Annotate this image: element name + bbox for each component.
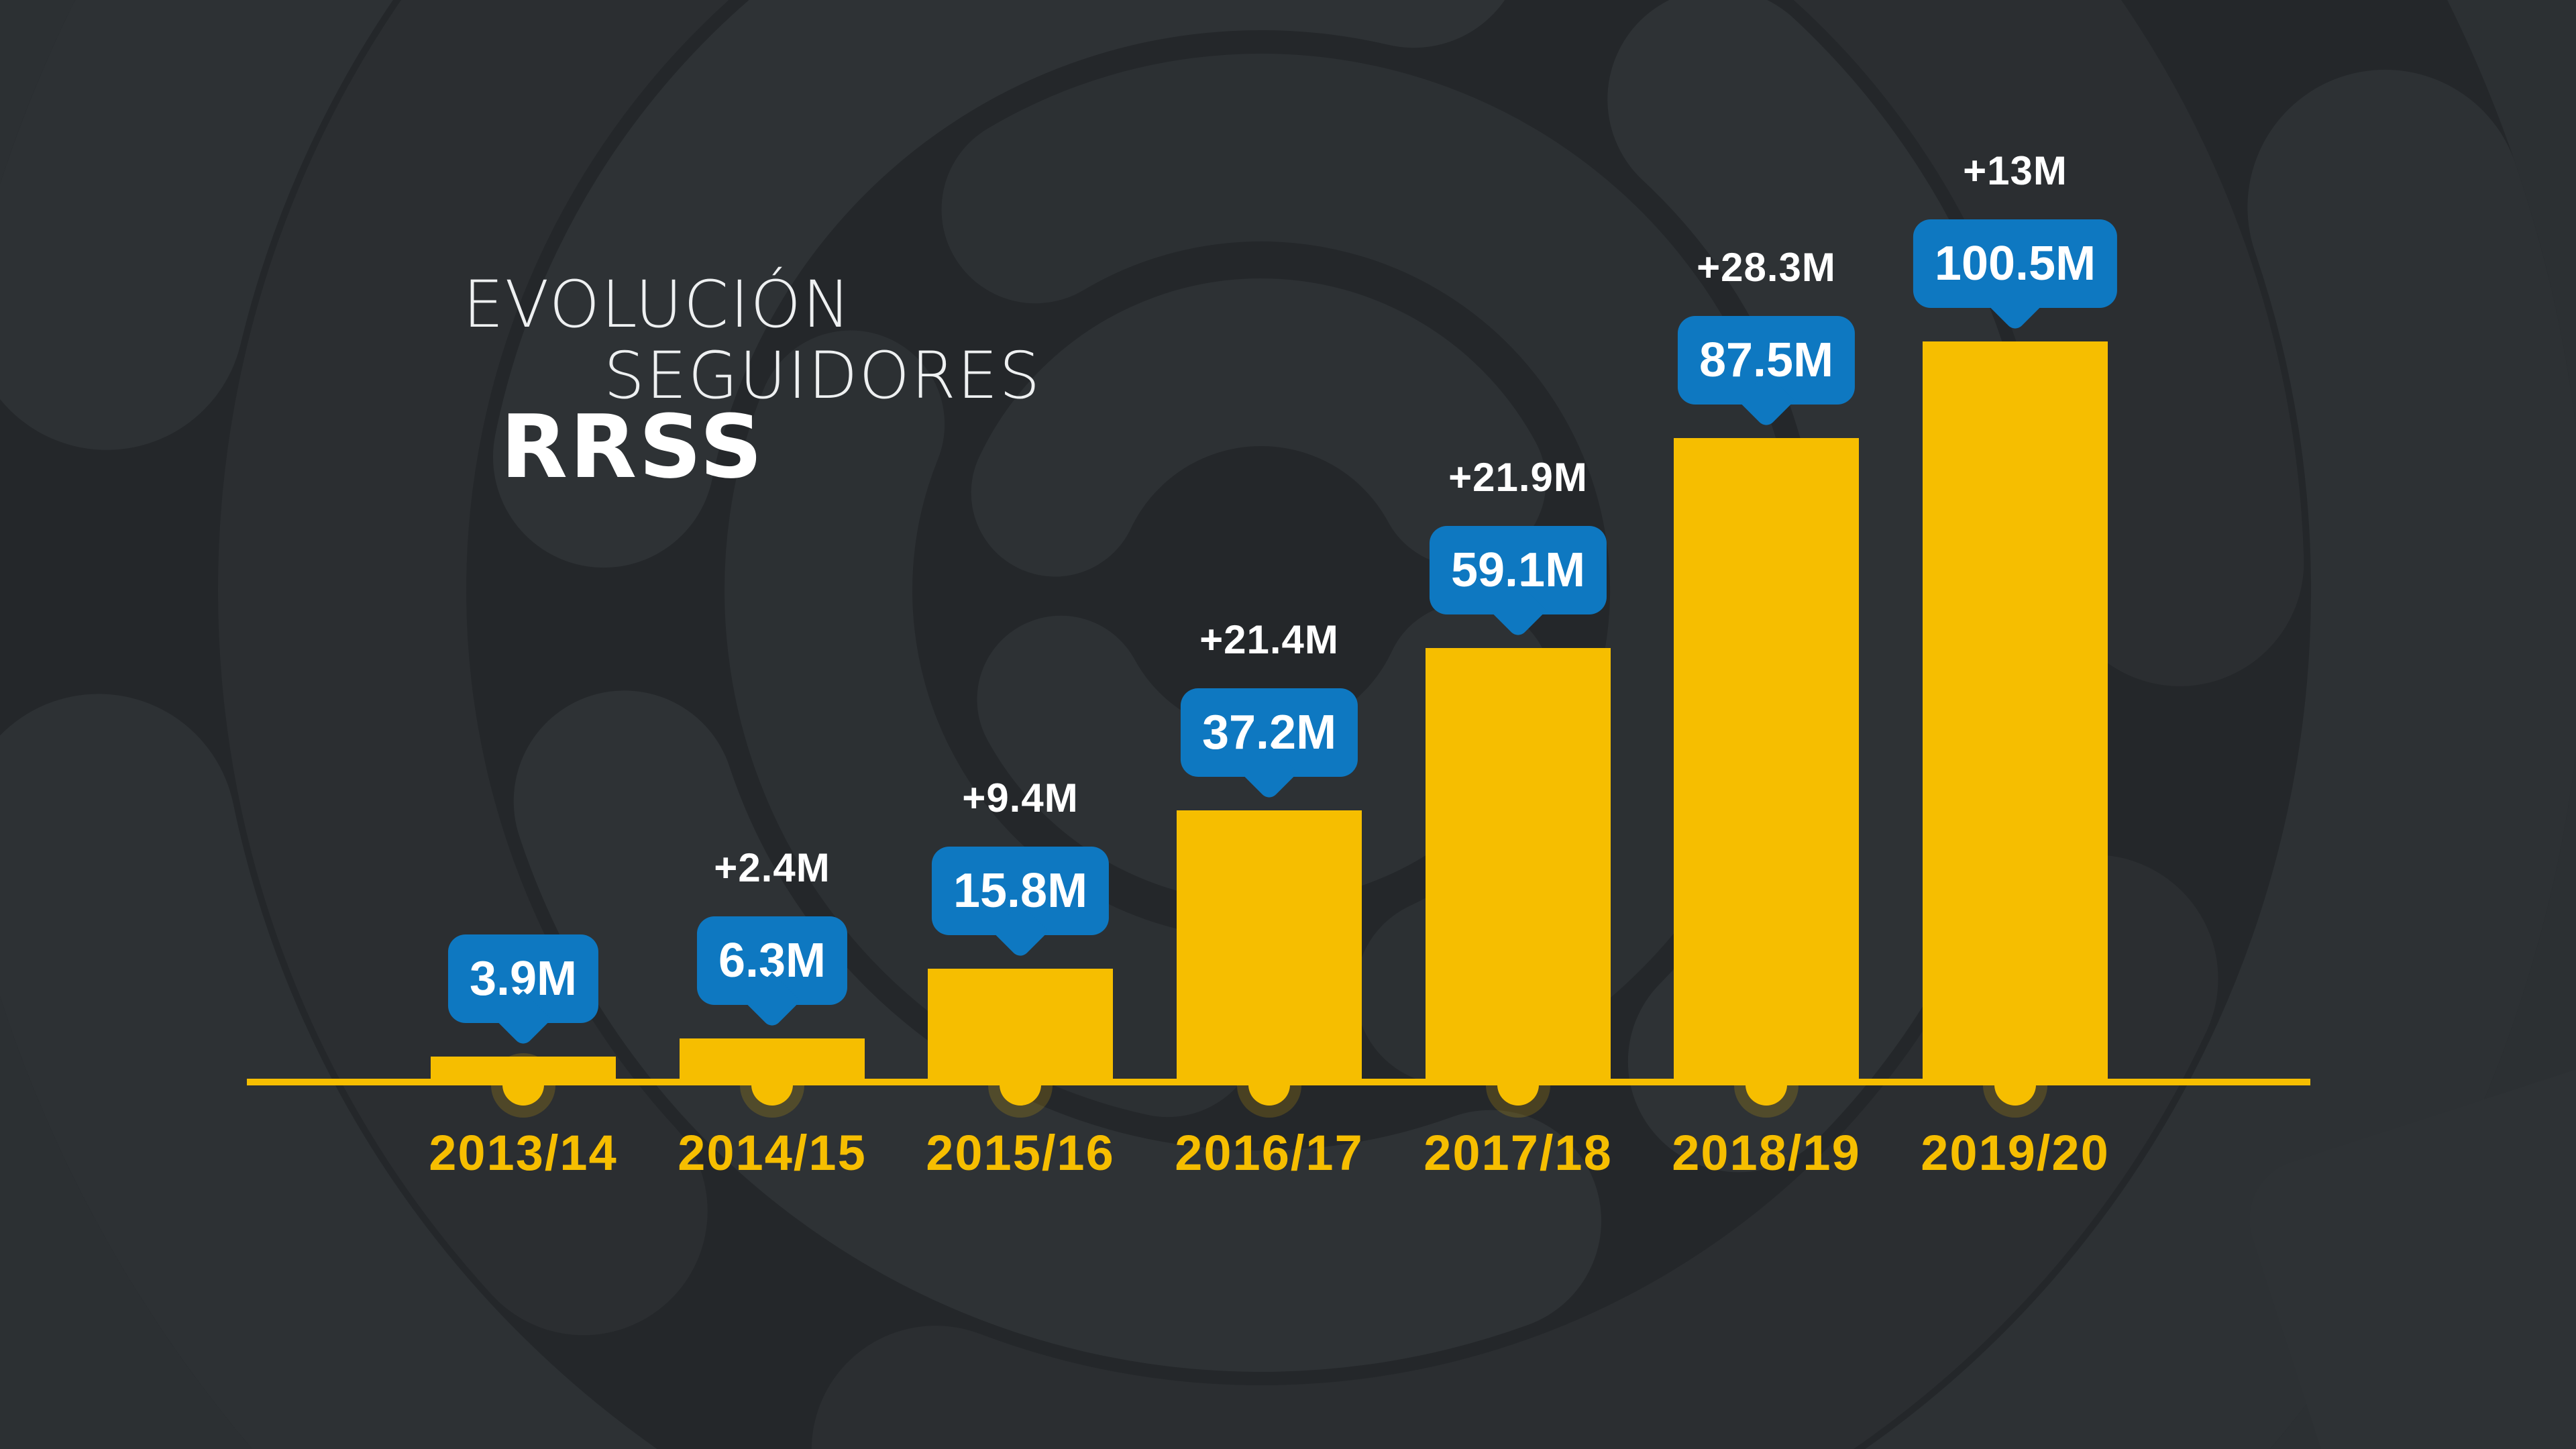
value-bubble: 100.5M <box>1913 219 2118 308</box>
bar-annotations: +9.4M 15.8M <box>931 775 1110 935</box>
category-label: 2016/17 <box>1175 1125 1364 1181</box>
value-bubble: 15.8M <box>931 847 1110 935</box>
bar-annotations: +21.9M 59.1M <box>1429 454 1607 614</box>
value-bubble: 87.5M <box>1677 316 1856 405</box>
value-bubble-text: 37.2M <box>1201 706 1337 759</box>
bar-2015-16 <box>928 969 1113 1085</box>
bar-annotations: +28.3M 87.5M <box>1677 244 1856 405</box>
title-line-evolucion: EVOLUCIÓN <box>463 267 852 342</box>
bar-2013-14 <box>431 1057 616 1085</box>
delta-label: +9.4M <box>962 775 1079 820</box>
bar-annotations: 3.9M <box>447 934 599 1023</box>
delta-label: +21.4M <box>1199 617 1339 662</box>
category-label: 2019/20 <box>1921 1125 2110 1181</box>
value-bubble-text: 59.1M <box>1450 543 1586 597</box>
category-label: 2015/16 <box>926 1125 1115 1181</box>
category-label: 2014/15 <box>678 1125 867 1181</box>
title-line-rrss: RRSS <box>500 396 765 498</box>
delta-label: +28.3M <box>1697 245 1836 290</box>
value-bubble-text: 100.5M <box>1934 237 2096 290</box>
bar-2019-20 <box>1923 341 2108 1085</box>
value-bubble-text: 3.9M <box>469 952 578 1006</box>
title-line-seguidores: SEGUIDORES <box>604 338 1042 413</box>
category-label: 2017/18 <box>1424 1125 1613 1181</box>
value-bubble: 37.2M <box>1180 688 1358 777</box>
bar-annotations: +21.4M 37.2M <box>1180 616 1358 777</box>
value-bubble: 59.1M <box>1429 526 1607 614</box>
category-label: 2013/14 <box>429 1125 618 1181</box>
delta-label: +21.9M <box>1448 455 1588 500</box>
category-label: 2018/19 <box>1672 1125 1861 1181</box>
bar-annotations: +2.4M 6.3M <box>696 845 848 1005</box>
bar-2014-15 <box>680 1038 865 1085</box>
bar-annotations: +13M 100.5M <box>1913 148 2118 308</box>
value-bubble-text: 87.5M <box>1699 333 1834 387</box>
value-bubble-text: 6.3M <box>718 934 826 987</box>
bar-2018-19 <box>1674 438 1859 1085</box>
value-bubble: 6.3M <box>696 916 848 1005</box>
bar-2017-18 <box>1426 648 1611 1085</box>
value-bubble: 3.9M <box>447 934 599 1023</box>
delta-label: +13M <box>1963 148 2068 193</box>
delta-label: +2.4M <box>714 845 830 890</box>
bar-2016-17 <box>1177 810 1362 1085</box>
value-bubble-text: 15.8M <box>953 864 1088 918</box>
